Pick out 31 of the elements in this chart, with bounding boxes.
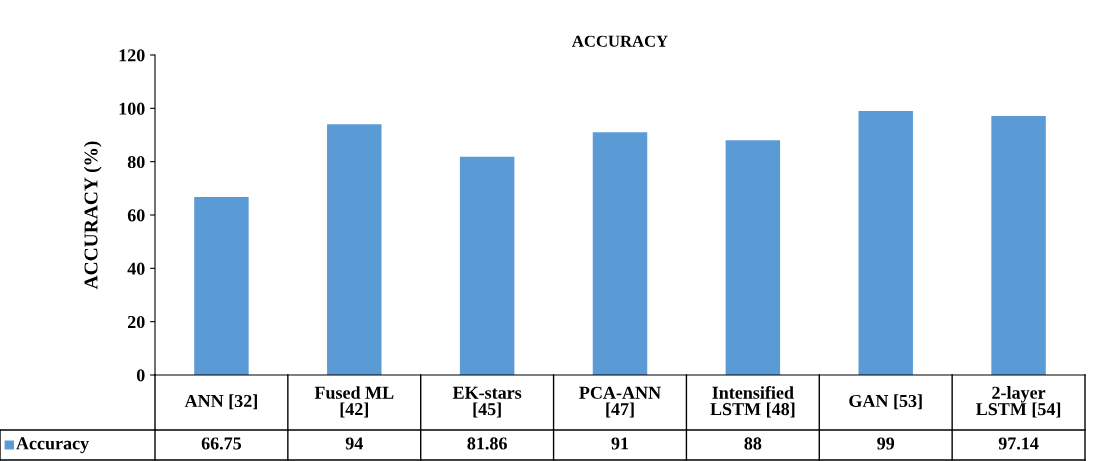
x-tick-label: Fused ML [42]: [314, 386, 394, 418]
data-label: 81.86: [467, 437, 507, 450]
y-tick-label: 120: [119, 49, 145, 62]
data-label: 88: [744, 437, 762, 450]
chart-title: ACCURACY: [572, 35, 668, 47]
x-tick-label: PCA-ANN [47]: [579, 386, 661, 418]
data-label: 91: [611, 437, 629, 450]
legend-label: Accuracy: [16, 437, 89, 454]
x-tick-label: Intensified LSTM [48]: [710, 385, 795, 418]
data-label: 99: [877, 437, 895, 450]
x-tick-label: EK-stars [45]: [452, 386, 522, 418]
bar: [991, 115, 1046, 375]
bar: [592, 132, 648, 375]
data-label: 94: [345, 437, 363, 450]
data-label: 66.75: [201, 437, 242, 450]
y-tick-label: 0: [136, 369, 145, 382]
bar: [327, 124, 382, 375]
y-tick-label: 20: [127, 315, 145, 329]
bar: [459, 156, 515, 375]
bar: [725, 140, 781, 375]
y-tick-label: 100: [119, 102, 145, 115]
x-tick-label: 2-layer LSTM [54]: [976, 386, 1061, 418]
y-axis-title: ACCURACY (%): [83, 141, 102, 290]
y-tick-label: 40: [127, 262, 145, 275]
x-tick-label: ANN [32]: [184, 394, 257, 410]
y-tick-label: 80: [127, 155, 145, 169]
y-tick-label: 60: [127, 209, 145, 222]
data-label: 97.14: [998, 437, 1039, 450]
x-tick-label: GAN [53]: [849, 394, 922, 410]
bar: [858, 111, 913, 375]
bar: [194, 197, 249, 375]
